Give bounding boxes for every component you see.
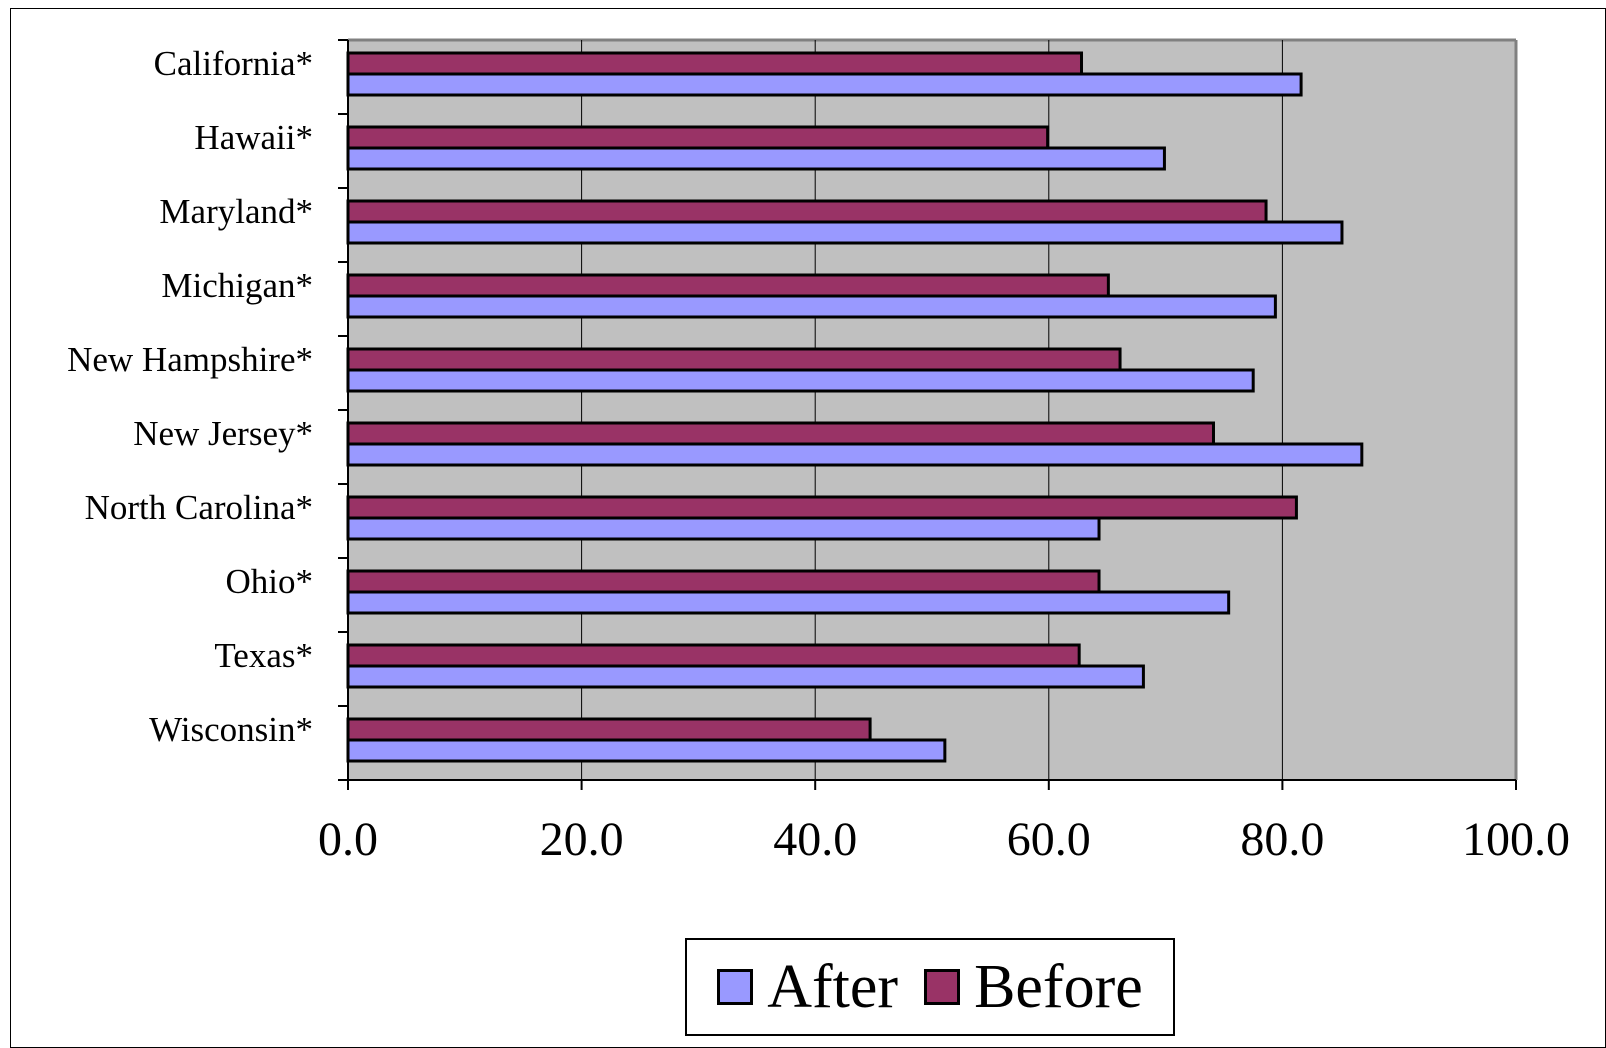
category-labels: California* Hawaii* Maryland* Michigan* New …	[67, 44, 313, 749]
category-label: Hawaii*	[194, 118, 313, 157]
bar-before-8	[346, 643, 1081, 668]
bar-after-7	[346, 590, 1231, 615]
bar-after-4	[346, 368, 1255, 393]
category-label: Ohio*	[226, 562, 314, 601]
bar-after-6	[346, 516, 1101, 541]
category-label: Maryland*	[159, 192, 313, 231]
bar-after-8	[346, 664, 1145, 689]
category-label: New Jersey*	[133, 414, 313, 453]
bar-before-5	[346, 421, 1215, 446]
category-label: Texas*	[214, 636, 313, 675]
bar-before-1	[346, 125, 1050, 150]
legend-label-before: Before	[974, 953, 1143, 1021]
tick-labels: 0.0 20.0 40.0 60.0 80.0 100.0	[318, 813, 1570, 866]
x-tick-label: 100.0	[1462, 813, 1570, 866]
bar-before-3	[346, 273, 1110, 298]
category-label: California*	[154, 44, 313, 83]
bars	[346, 51, 1364, 763]
x-tick-label: 20.0	[540, 813, 624, 866]
bar-after-5	[346, 442, 1364, 467]
legend-swatch-before	[924, 969, 961, 1005]
category-label: New Hampshire*	[67, 340, 313, 379]
bar-before-4	[346, 347, 1122, 372]
bar-before-7	[346, 569, 1101, 594]
bar-after-1	[346, 146, 1166, 171]
bar-before-0	[346, 51, 1084, 76]
legend-swatch-after	[717, 969, 754, 1005]
category-label: North Carolina*	[85, 488, 313, 527]
x-tick-label: 40.0	[773, 813, 857, 866]
bar-after-0	[346, 72, 1303, 97]
legend-item-after: After	[717, 956, 898, 1018]
bar-before-6	[346, 495, 1298, 520]
x-tick-label: 80.0	[1240, 813, 1324, 866]
legend-item-before: Before	[924, 956, 1143, 1018]
bar-before-2	[346, 199, 1268, 224]
legend-label-after: After	[767, 953, 899, 1021]
legend: After Before	[685, 938, 1175, 1036]
bar-after-9	[346, 738, 947, 763]
category-label: Michigan*	[161, 266, 313, 305]
category-label: Wisconsin*	[149, 710, 313, 749]
bar-after-3	[346, 294, 1277, 319]
bar-after-2	[346, 220, 1344, 245]
x-tick-label: 60.0	[1007, 813, 1091, 866]
axes	[338, 39, 1517, 790]
bar-before-9	[346, 717, 872, 742]
x-tick-label: 0.0	[318, 813, 378, 866]
